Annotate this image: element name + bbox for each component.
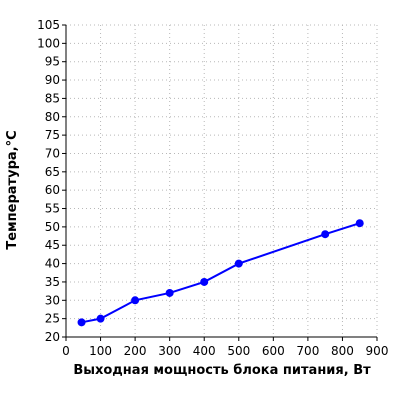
y-tick-label: 40 [45,257,60,271]
y-tick-label: 90 [45,73,60,87]
x-tick-label: 600 [262,344,285,358]
data-point [200,277,209,286]
y-tick-label: 25 [45,312,60,326]
x-tick-label: 700 [296,344,319,358]
y-tick-label: 95 [45,55,60,69]
data-point [355,219,364,228]
y-axis-title: Температура,°C [5,130,20,249]
y-tick-label: 85 [45,91,60,105]
data-point [96,314,105,323]
x-tick-label: 400 [193,344,216,358]
y-tick-label: 65 [45,165,60,179]
y-tick-label: 50 [45,220,60,234]
series-line [81,222,361,324]
x-tick-label: 200 [124,344,147,358]
series [77,219,364,327]
y-tick-label: 100 [37,36,60,50]
y-tick-label: 35 [45,275,60,289]
data-point [77,318,86,327]
y-tick-label: 45 [45,238,60,252]
data-point [234,259,243,268]
axes [62,24,378,341]
x-tick-label: 900 [366,344,389,358]
y-tick-label: 75 [45,128,60,142]
x-tick-label: 500 [227,344,250,358]
y-tick-label: 70 [45,146,60,160]
y-tick-label: 105 [37,18,60,32]
y-tick-label: 20 [45,330,60,344]
data-point [131,296,140,305]
x-tick-label: 100 [89,344,112,358]
data-point [321,230,330,239]
x-tick-label: 300 [158,344,181,358]
y-tick-label: 80 [45,110,60,124]
data-point [165,288,174,297]
y-tick-label: 30 [45,293,60,307]
grid [66,24,378,337]
tick-labels: 20 25 30 35 40 45 50 55 60 65 70 75 80 85 90 95 100 105 0 1… [37,18,388,358]
x-axis-title: Выходная мощность блока питания, Вт [73,363,371,378]
x-tick-label: 800 [331,344,354,358]
y-tick-label: 60 [45,183,60,197]
y-tick-label: 55 [45,202,60,216]
x-tick-label: 0 [62,344,70,358]
